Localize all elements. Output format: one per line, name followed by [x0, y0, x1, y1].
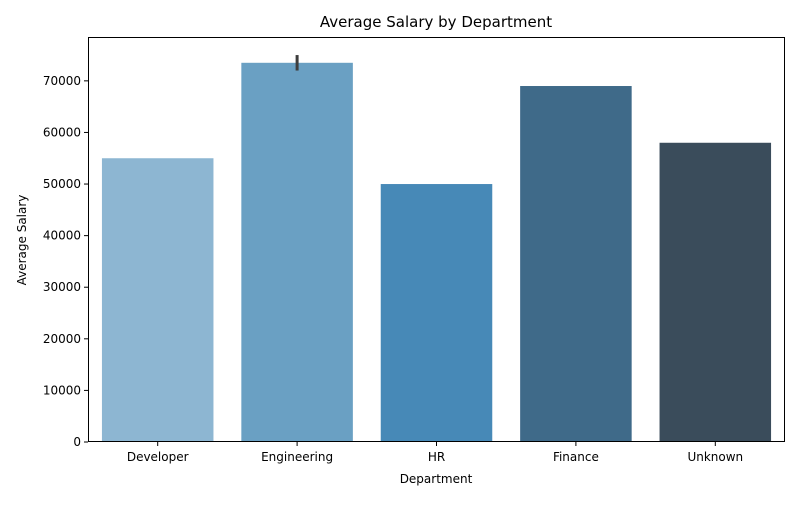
y-tick-label: 60000 [43, 125, 81, 139]
y-tick-label: 70000 [43, 74, 81, 88]
bar-engineering [241, 62, 353, 443]
y-axis: 0 10000 20000 30000 40000 50000 60000 70000 [43, 74, 88, 449]
x-axis-label: Department [400, 472, 473, 486]
y-axis-label: Average Salary [15, 195, 29, 286]
x-tick-label: Finance [553, 450, 599, 464]
bars-layer [101, 62, 772, 443]
y-tick-label: 50000 [43, 177, 81, 191]
bar-unknown [659, 142, 772, 442]
bar-hr [380, 184, 493, 443]
bar-finance [520, 86, 632, 442]
bar-developer [101, 158, 214, 442]
y-tick-label: 0 [73, 435, 81, 449]
x-tick-label: Engineering [261, 450, 333, 464]
y-tick-label: 30000 [43, 280, 81, 294]
x-tick-label: Developer [127, 450, 189, 464]
plot-frame [88, 37, 785, 442]
y-tick-label: 20000 [43, 332, 81, 346]
y-tick-label: 10000 [43, 383, 81, 397]
y-tick-label: 40000 [43, 229, 81, 243]
x-axis: Developer Engineering HR Finance Unknown [127, 442, 743, 464]
x-tick-label: HR [428, 450, 445, 464]
chart-title: Average Salary by Department [320, 13, 552, 31]
x-tick-label: Unknown [687, 450, 743, 464]
